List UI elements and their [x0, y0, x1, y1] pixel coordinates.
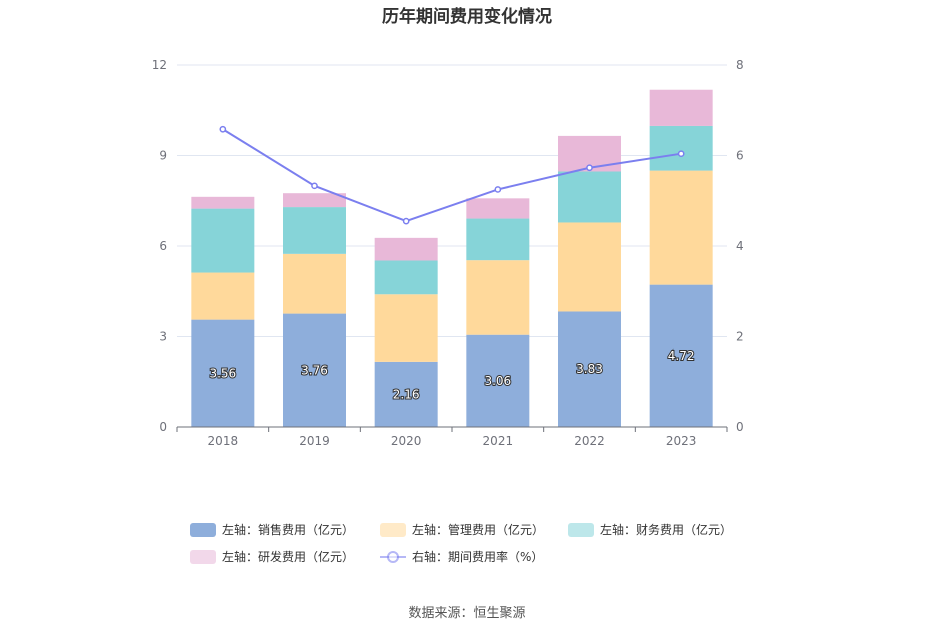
legend: 左轴：销售费用（亿元） 左轴：管理费用（亿元） 左轴：财务费用（亿元） 左轴：研发费用… [190, 522, 732, 564]
y-left-tick-label: 9 [159, 149, 167, 163]
y-left-tick-label: 6 [159, 239, 167, 253]
x-tick-label: 2023 [666, 434, 697, 448]
bar-segment [374, 237, 438, 261]
legend-item: 右轴：期间费用率（%） [380, 549, 543, 564]
bar-segment [558, 311, 621, 427]
y-right-tick-label: 0 [736, 420, 744, 434]
bar-segment [649, 89, 713, 126]
gridlines [177, 64, 727, 337]
rate-line-layer [219, 125, 685, 225]
bar-data-label: 3.83 [576, 362, 603, 376]
bar-segment [191, 272, 255, 320]
x-tick-label: 2019 [299, 434, 330, 448]
x-tick-label: 2018 [208, 434, 239, 448]
bar-segment [283, 207, 346, 254]
bar-layer [191, 89, 713, 427]
bar-segment [283, 313, 346, 427]
bar-segment [191, 208, 255, 273]
x-tick-label: 2022 [574, 434, 605, 448]
bar-segment [374, 361, 438, 427]
legend-swatch [190, 523, 216, 537]
rate-point [219, 125, 227, 133]
legend-item: 左轴：销售费用（亿元） [190, 522, 354, 537]
bar-segment [191, 319, 255, 427]
y-right-tick-label: 8 [736, 58, 744, 72]
rate-point [311, 182, 318, 190]
rate-point [402, 217, 410, 225]
legend-marker [387, 551, 399, 563]
legend-swatch [380, 523, 406, 537]
bar-data-label: 3.06 [484, 374, 511, 388]
legend-item: 左轴：研发费用（亿元） [190, 549, 354, 564]
bar-segment [649, 284, 713, 427]
rate-point [494, 186, 502, 193]
bar-segment [191, 196, 255, 209]
bar-segment [374, 294, 438, 362]
legend-swatch [568, 523, 594, 537]
bar-segment [649, 170, 713, 285]
bar-data-label: 3.76 [301, 363, 328, 377]
data-labels: 3.56 3.76 2.16 3.06 3.83 4.72 [208, 348, 695, 403]
y-left-tick-label: 12 [152, 58, 167, 72]
chart-title: 历年期间费用变化情况 [382, 6, 552, 27]
legend-label: 左轴：财务费用（亿元） [600, 522, 732, 537]
bar-segment [558, 171, 621, 223]
bar-segment [374, 260, 438, 295]
bar-segment [466, 218, 530, 261]
legend-swatch [190, 550, 216, 564]
rate-line [222, 128, 682, 223]
y-right-tick-label: 6 [736, 149, 744, 163]
legend-label: 右轴：期间费用率（%） [412, 549, 543, 564]
bar-data-label: 4.72 [668, 349, 695, 363]
legend-item: 左轴：财务费用（亿元） [568, 522, 732, 537]
bar-segment [558, 222, 621, 312]
axes: 0 3 6 9 12 0 2 4 6 8 2018 2019 2020 2021 2022 2023 [152, 58, 744, 448]
bar-data-label: 3.56 [209, 366, 236, 380]
legend-label: 左轴：销售费用（亿元） [222, 522, 354, 537]
rate-point [586, 164, 593, 172]
y-left-tick-label: 3 [159, 330, 167, 344]
bar-segment [466, 260, 530, 335]
x-tick-label: 2020 [391, 434, 422, 448]
y-left-tick-label: 0 [159, 420, 167, 434]
bar-segment [283, 253, 346, 314]
bar-segment [466, 198, 530, 219]
legend-label: 左轴：管理费用（亿元） [412, 522, 544, 537]
x-tick-label: 2021 [483, 434, 514, 448]
source-note: 数据来源：恒生聚源 [408, 606, 525, 621]
bar-segment [283, 193, 346, 208]
bar-segment [649, 125, 713, 171]
legend-label: 左轴：研发费用（亿元） [222, 549, 354, 564]
legend-item: 左轴：管理费用（亿元） [380, 522, 544, 537]
bar-data-label: 2.16 [393, 387, 420, 401]
y-right-tick-label: 2 [736, 330, 744, 344]
y-right-tick-label: 4 [736, 239, 744, 253]
bar-segment [466, 334, 530, 427]
rate-point [677, 150, 685, 158]
